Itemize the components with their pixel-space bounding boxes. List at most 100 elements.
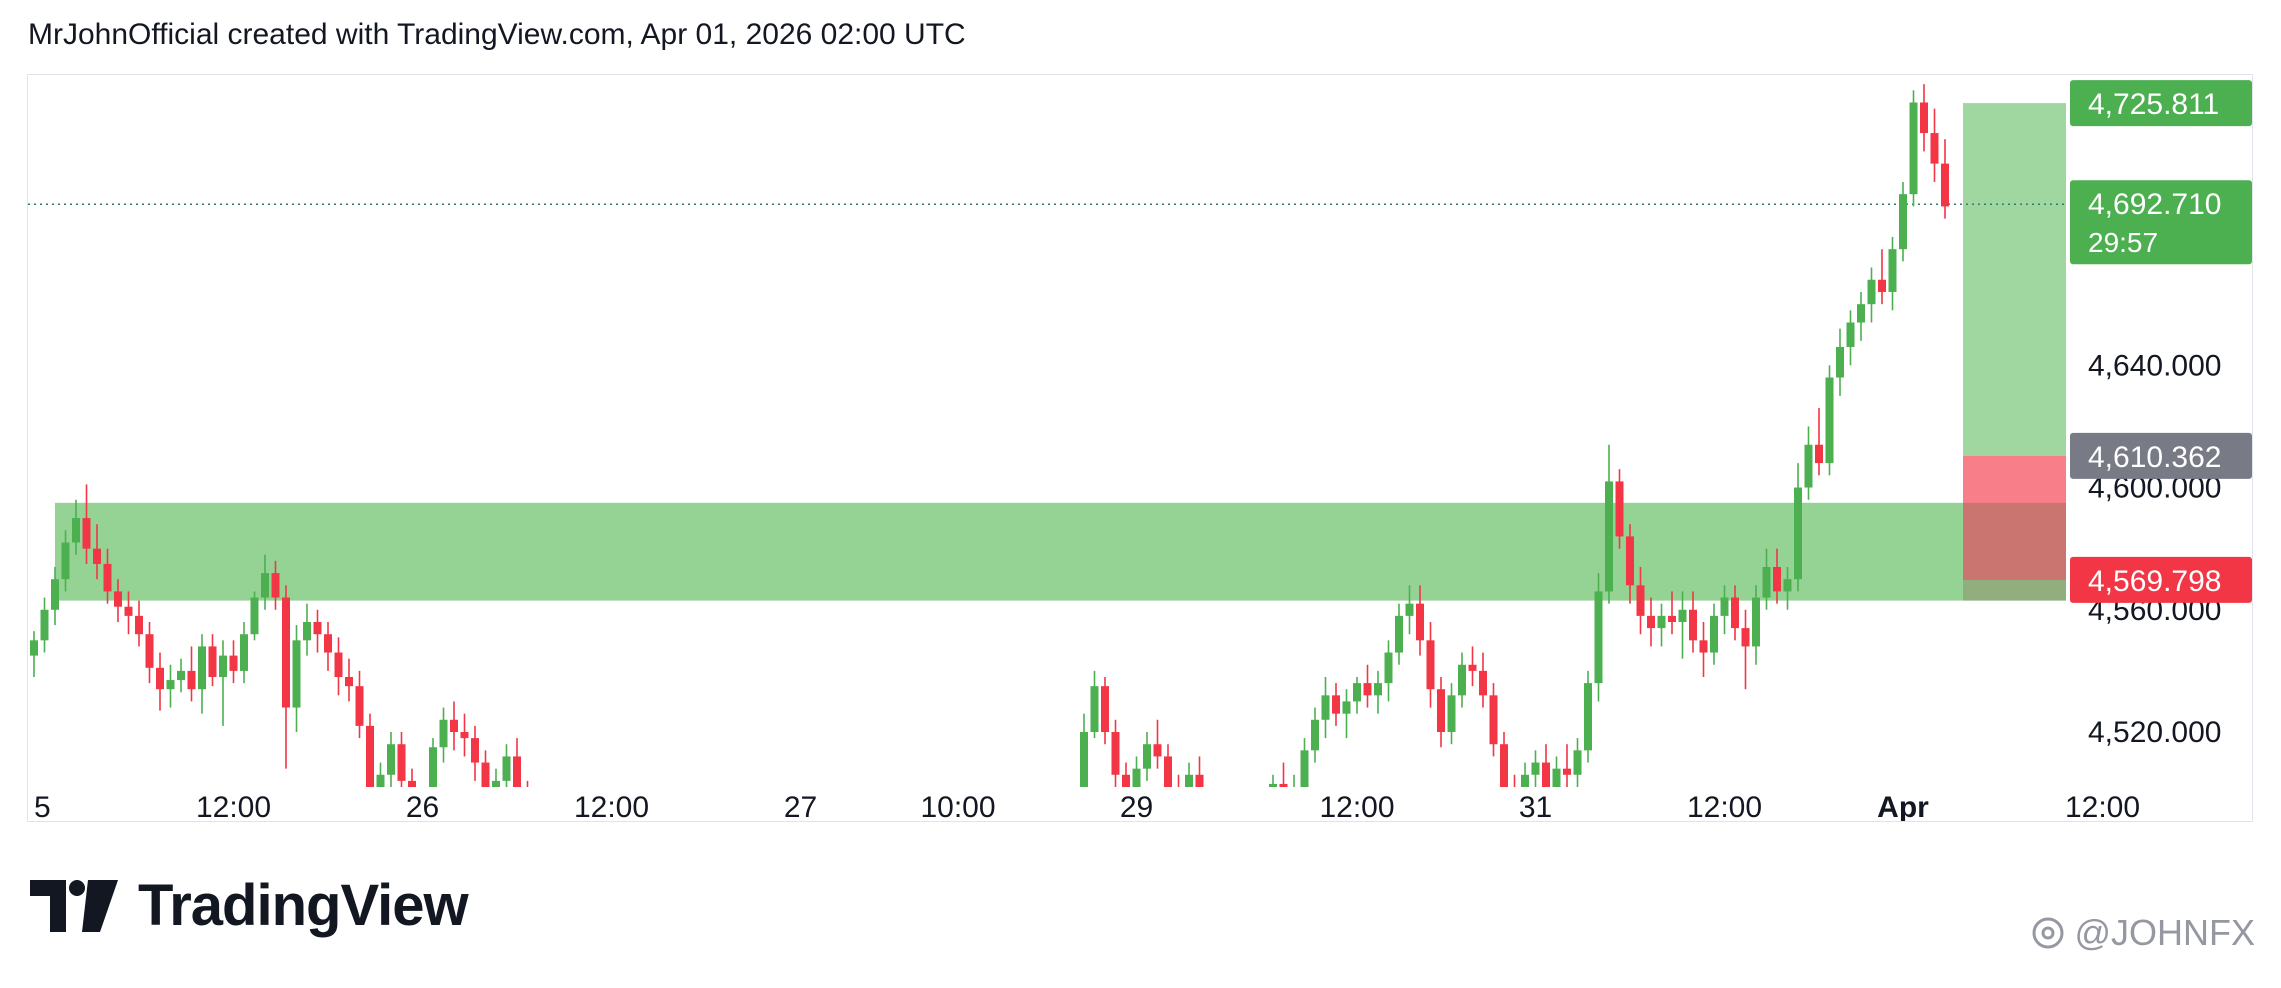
candle-body: [1720, 597, 1729, 616]
candle-body: [1090, 686, 1099, 732]
candle-body: [1521, 774, 1529, 787]
candle-body: [524, 793, 532, 821]
candle-body: [30, 640, 38, 656]
target-price-badge: [2070, 80, 2252, 127]
candle-body: [345, 676, 353, 687]
candle-body: [1741, 628, 1750, 647]
candle-body: [334, 652, 343, 677]
candle-body: [1164, 756, 1172, 787]
candle-body: [1846, 322, 1855, 347]
candle-body: [198, 646, 206, 690]
candle-body: [1468, 664, 1477, 671]
candle-body: [1657, 615, 1666, 629]
candle-body: [135, 615, 143, 635]
candle-body: [1783, 579, 1792, 592]
candle-body: [1489, 695, 1498, 745]
stop-price-label: 4,569.798: [2088, 565, 2221, 598]
candle-body: [1825, 377, 1834, 464]
candle-body: [397, 744, 406, 781]
candle-body: [1405, 603, 1414, 616]
candle-body: [1689, 609, 1697, 641]
current-price-label: 4,692.710: [2088, 188, 2221, 221]
candle-body: [1920, 102, 1928, 134]
candle-body: [1678, 609, 1687, 622]
candle-body: [429, 747, 437, 787]
y-tick-label: 4,520.000: [2088, 716, 2221, 749]
candle-body: [1731, 597, 1739, 629]
candle-body: [1080, 731, 1088, 787]
candle-body: [1353, 683, 1361, 702]
candle-body: [1941, 163, 1949, 207]
candle-body: [1878, 279, 1886, 292]
x-tick-label: 12:00: [2065, 791, 2140, 821]
watermark-handle: @JOHNFX: [2074, 912, 2255, 953]
candle-body: [513, 756, 521, 787]
candle-body: [124, 606, 133, 616]
current-price-badge: [2070, 180, 2252, 265]
x-tick-label: 5: [34, 791, 51, 821]
candle-body: [1374, 683, 1382, 696]
candle-body: [1342, 701, 1351, 714]
candle-body: [1626, 536, 1634, 586]
entry-price-label: 4,610.362: [2088, 441, 2221, 474]
candle-body: [1636, 585, 1645, 616]
candle-body: [1573, 750, 1582, 775]
candle-body: [1290, 787, 1298, 811]
candle-body: [313, 621, 322, 635]
candle-body: [1416, 603, 1424, 641]
candle-body: [177, 670, 185, 681]
candle-body: [1500, 744, 1508, 787]
x-tick-label: 29: [1120, 791, 1153, 821]
candle-body: [1668, 615, 1676, 622]
candle-body: [1311, 719, 1319, 751]
candle-body: [1836, 346, 1844, 378]
candle-body: [156, 667, 164, 690]
target-price-label: 4,725.811: [2088, 88, 2219, 121]
candle-body: [187, 670, 196, 690]
candle-body: [1773, 566, 1781, 592]
x-tick-label: 31: [1519, 791, 1552, 821]
candle-body: [1594, 591, 1603, 684]
candle-body: [1101, 686, 1109, 732]
candle-body: [1511, 793, 1519, 805]
candle-body: [1605, 481, 1613, 592]
candle-body: [471, 738, 479, 763]
candle-body: [1930, 133, 1939, 164]
candle-body: [1563, 768, 1571, 775]
x-tick-label: 12:00: [1319, 791, 1394, 821]
candle-body: [1699, 640, 1708, 653]
candle-body: [1195, 774, 1204, 787]
candle-body: [261, 573, 269, 598]
x-tick-label: 12:00: [1687, 791, 1762, 821]
candle-body: [82, 518, 91, 549]
candle-body: [1909, 102, 1918, 195]
candle-body: [450, 719, 458, 732]
plot-area: [28, 84, 2066, 821]
candle-body: [219, 655, 227, 677]
candle-body: [1122, 774, 1130, 787]
candle-body: [61, 542, 70, 580]
candle-body: [166, 680, 175, 690]
candle-body: [1647, 615, 1655, 629]
candle-body: [439, 719, 448, 748]
candle-body: [1804, 444, 1813, 488]
price-chart[interactable]: 4,640.0004,600.0004,560.0004,520.0004,72…: [28, 75, 2252, 821]
candle-body: [1815, 444, 1823, 464]
candle-body: [145, 634, 154, 668]
current-price-countdown: 29:57: [2088, 227, 2158, 258]
stop-price-badge: [2070, 556, 2252, 603]
candle-body: [1479, 670, 1487, 696]
candle-body: [1395, 615, 1403, 653]
candle-body: [1447, 695, 1456, 732]
candle-body: [324, 634, 332, 653]
zone-overlap: [1963, 502, 2066, 601]
chart-frame[interactable]: 4,640.000 4,600.000 4,560.000 4,520.000 4,72…: [27, 74, 2253, 822]
candle-body: [366, 725, 374, 787]
candle-body: [72, 518, 80, 543]
candle-body: [1867, 279, 1876, 305]
candle-body: [1552, 768, 1561, 787]
candle-body: [1888, 249, 1897, 292]
x-tick-label: 26: [406, 791, 439, 821]
tradingview-logo: TradingView: [30, 872, 469, 939]
threads-icon: [2032, 917, 2064, 949]
